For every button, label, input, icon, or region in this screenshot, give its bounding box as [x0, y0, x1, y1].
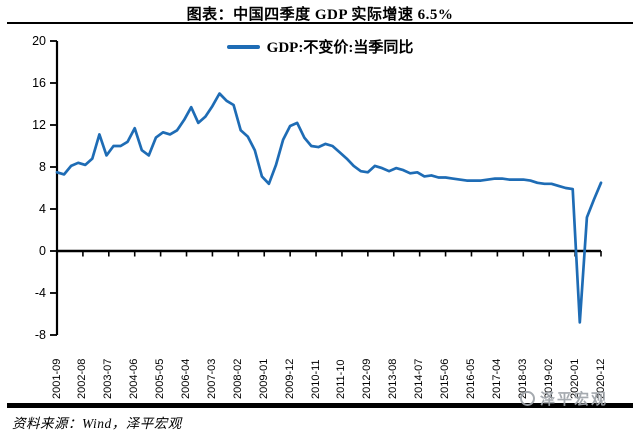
watermark-logo-icon: [520, 391, 535, 406]
y-axis-label: 4: [39, 202, 46, 216]
source-note: 资料来源：Wind，泽平宏观: [12, 416, 182, 431]
x-axis-label: 2013-08: [387, 358, 400, 399]
legend: GDP:不变价:当季同比: [0, 36, 640, 57]
x-axis-label: 2010-11: [309, 359, 322, 399]
watermark-text: 泽平宏观: [540, 392, 609, 408]
y-axis-label: 0: [39, 244, 46, 258]
chart-title: 图表：中国四季度 GDP 实际增速 6.5%: [186, 7, 454, 23]
x-axis-label: 2008-02: [231, 358, 244, 399]
x-axis-label: 2017-04: [490, 358, 503, 399]
x-axis-label: 2003-07: [102, 358, 115, 399]
y-axis-label: 12: [32, 118, 46, 132]
y-axis-label: 20: [32, 34, 46, 48]
x-axis-label: 2014-07: [413, 358, 426, 399]
watermark: 泽平宏观: [520, 388, 608, 409]
legend-label: GDP:不变价:当季同比: [266, 40, 414, 56]
x-axis-label: 2009-01: [257, 358, 270, 399]
x-axis-label: 2006-04: [180, 358, 193, 399]
x-axis-label: 2001-09: [50, 358, 63, 399]
y-axis-label: -8: [34, 328, 46, 342]
x-axis-label: 2002-08: [76, 358, 89, 399]
bottom-divider: [7, 403, 633, 408]
x-axis-label: 2016-05: [464, 358, 477, 399]
gdp-line-series: [55, 92, 603, 324]
y-axis-label: -4: [34, 286, 46, 300]
x-axis-label: 2004-06: [128, 358, 141, 399]
x-axis-label: 2009-12: [283, 358, 296, 399]
x-axis-label: 2011-10: [335, 359, 348, 399]
y-axis-label: 16: [32, 76, 46, 90]
x-axis-label: 2015-06: [439, 358, 452, 399]
legend-line-icon: [226, 44, 260, 49]
x-axis-label: 2007-03: [205, 358, 218, 399]
title-divider: [7, 22, 633, 24]
x-axis-label: 2005-05: [154, 358, 167, 399]
x-axis-label: 2012-09: [361, 358, 374, 399]
y-axis-label: 8: [39, 160, 46, 174]
axes: [50, 40, 602, 336]
